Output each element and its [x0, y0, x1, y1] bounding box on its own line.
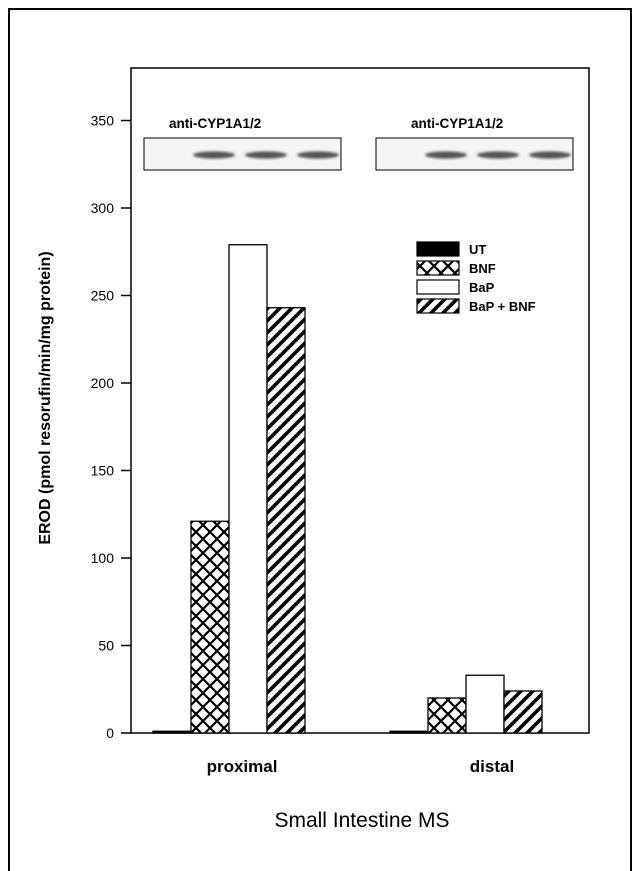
blot-label-proximal: anti-CYP1A1/2 [169, 116, 261, 131]
legend: UT BNF BaP BaP + BNF [416, 241, 536, 314]
blot-band [477, 151, 519, 159]
bar-0-3 [266, 307, 306, 734]
bar-1-0 [389, 730, 429, 734]
western-blot-proximal: anti-CYP1A1/2 [143, 116, 342, 171]
y-tick-label: 300 [91, 200, 115, 216]
blot-label-distal: anti-CYP1A1/2 [411, 116, 503, 131]
bar-1-1 [427, 697, 467, 734]
category-label-proximal: proximal [207, 757, 278, 776]
bar-group [152, 244, 543, 734]
blot-band [297, 151, 339, 159]
legend-label: BaP + BNF [469, 299, 536, 314]
blot-band [425, 151, 467, 159]
y-axis: 0 50 100 150 200 250 300 350 [91, 113, 131, 741]
legend-label: BaP [469, 280, 495, 295]
legend-label: BNF [469, 261, 496, 276]
y-tick-label: 350 [91, 113, 115, 129]
y-tick-label: 50 [98, 638, 114, 654]
bar-0-0 [152, 730, 192, 734]
blot-band [245, 151, 287, 159]
y-tick-label: 250 [91, 288, 115, 304]
y-tick-label: 200 [91, 375, 115, 391]
bar-0-2 [228, 244, 268, 734]
y-tick-label: 0 [106, 725, 114, 741]
plot-frame [130, 67, 590, 734]
legend-swatch [416, 279, 460, 295]
figure-frame [8, 8, 632, 871]
x-axis-title: Small Intestine MS [274, 809, 449, 832]
legend-swatch [416, 260, 460, 276]
legend-label: UT [469, 242, 486, 257]
legend-swatch [416, 241, 460, 257]
y-tick-label: 100 [91, 550, 115, 566]
bar-1-3 [503, 690, 543, 734]
blot-band [529, 151, 571, 159]
western-blot-distal: anti-CYP1A1/2 [375, 116, 574, 171]
blot-bands-distal [425, 151, 571, 159]
legend-swatch [416, 298, 460, 314]
blot-band [193, 151, 235, 159]
y-axis-title: EROD (pmol resorufin/min/mg protein) [37, 251, 54, 544]
category-label-distal: distal [470, 757, 514, 776]
y-tick-label: 150 [91, 463, 115, 479]
blot-frame-distal [375, 137, 574, 171]
bar-1-2 [465, 674, 505, 734]
blot-bands-proximal [193, 151, 339, 159]
bar-0-1 [190, 520, 230, 734]
